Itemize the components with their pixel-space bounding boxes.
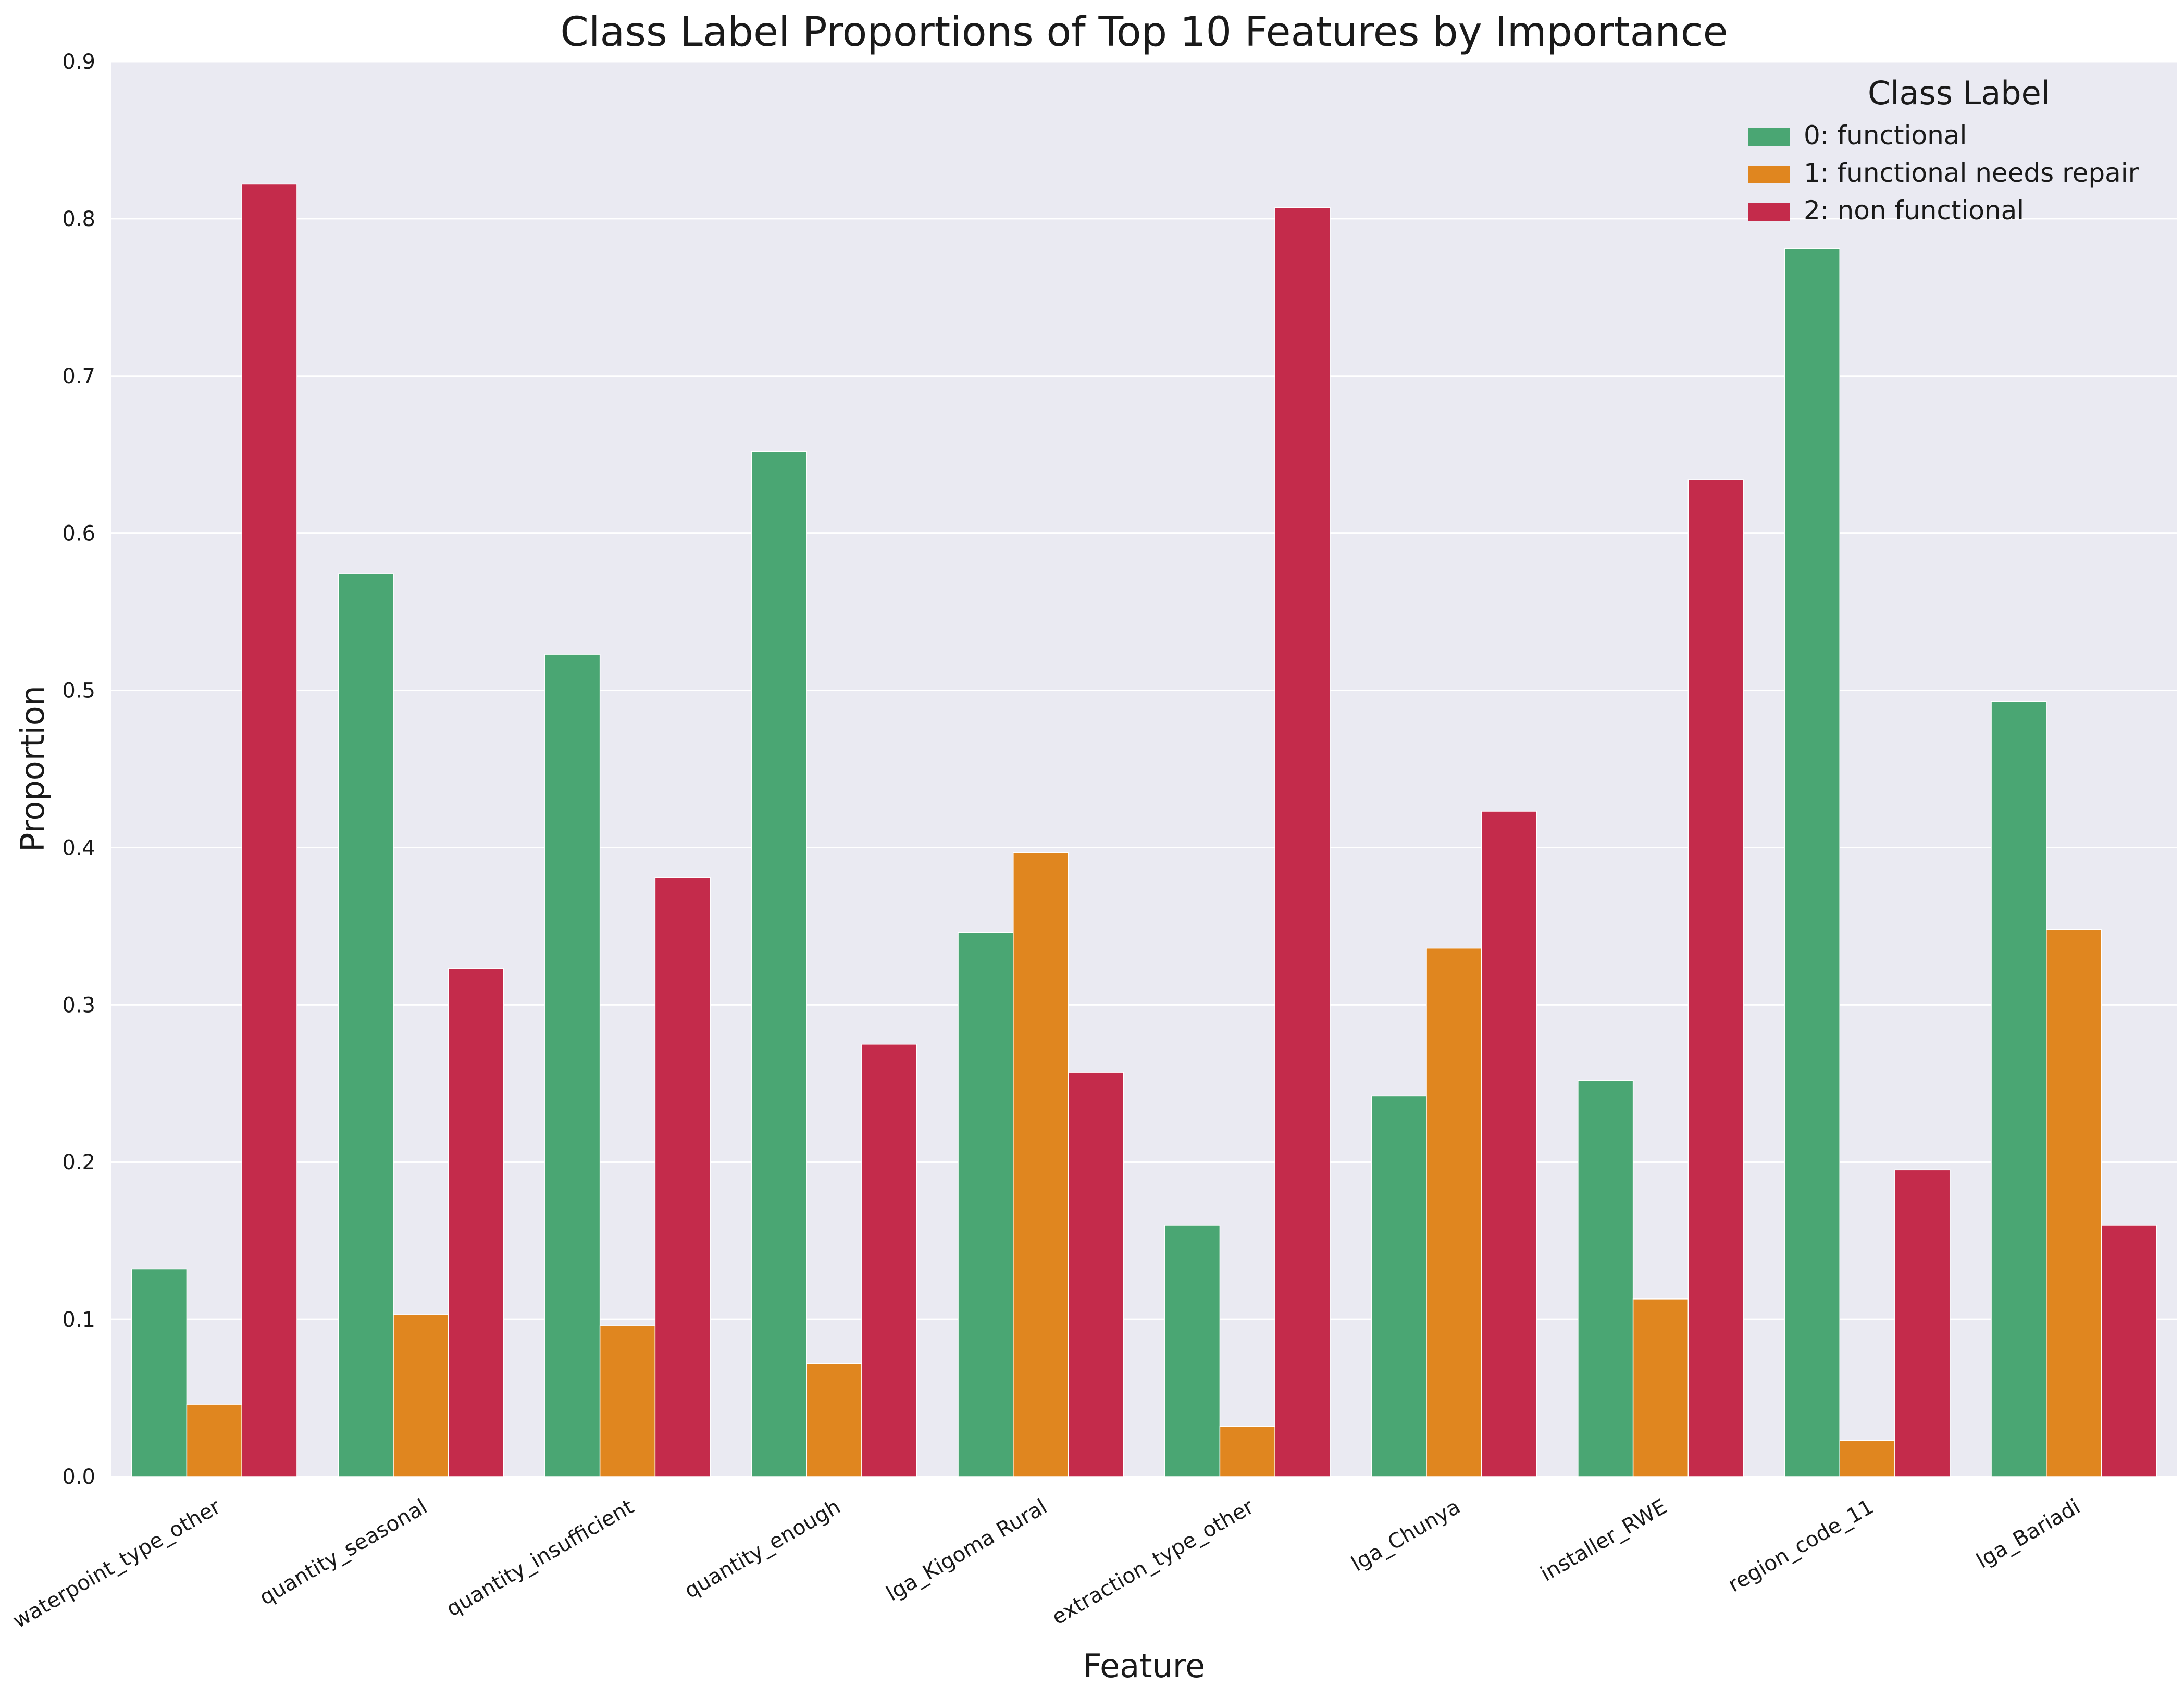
bar	[1894, 1169, 1951, 1477]
legend-swatch	[1748, 166, 1790, 183]
bar	[1013, 852, 1069, 1477]
bar	[654, 877, 711, 1477]
bar	[1219, 1426, 1275, 1477]
bar	[131, 1268, 188, 1477]
y-tick-label: 0.1	[62, 1308, 95, 1332]
bar	[599, 1325, 656, 1477]
x-axis-label: Feature	[1083, 1647, 1205, 1685]
bar	[241, 183, 297, 1477]
bar	[1991, 701, 2047, 1477]
legend-title: Class Label	[1868, 74, 2050, 112]
y-tick-label: 0.4	[62, 836, 95, 860]
y-tick-label: 0.6	[62, 522, 95, 546]
x-tick-label: installer_RWE	[1536, 1495, 1671, 1586]
bar	[1632, 1298, 1689, 1477]
bar	[1481, 811, 1537, 1477]
y-tick-label: 0.5	[62, 679, 95, 703]
x-tick-label: lga_Chunya	[1347, 1495, 1465, 1576]
bar	[958, 932, 1014, 1477]
x-tick-label: quantity_insufficient	[442, 1495, 638, 1621]
bar	[338, 573, 394, 1477]
legend-label: 0: functional	[1804, 120, 1967, 151]
y-tick-label: 0.7	[62, 365, 95, 389]
bar	[1068, 1072, 1124, 1477]
bar	[1164, 1225, 1221, 1477]
legend-label: 1: functional needs repair	[1804, 158, 2139, 188]
bars	[131, 183, 2157, 1477]
bar	[448, 968, 504, 1477]
bar	[1371, 1095, 1427, 1477]
legend-swatch	[1748, 128, 1790, 146]
bar	[1274, 207, 1331, 1477]
legend-label: 2: non functional	[1804, 195, 2024, 226]
bar	[186, 1404, 242, 1477]
chart-title: Class Label Proportions of Top 10 Featur…	[560, 9, 1728, 56]
bar	[1839, 1440, 1895, 1477]
bar	[1578, 1080, 1634, 1477]
legend-swatch	[1748, 203, 1790, 221]
y-tick-labels: 0.0 0.1 0.2 0.3 0.4 0.5 0.6 0.7 0.8 0.9	[62, 50, 95, 1489]
bar	[806, 1363, 862, 1477]
x-tick-label: extraction_type_other	[1048, 1495, 1258, 1630]
bar	[2101, 1225, 2157, 1477]
y-tick-label: 0.0	[62, 1465, 95, 1489]
legend: Class Label 0: functional 1: functional n…	[1748, 74, 2139, 226]
x-tick-label: quantity_enough	[680, 1495, 845, 1603]
bar	[1426, 947, 1482, 1477]
y-tick-label: 0.2	[62, 1151, 95, 1175]
x-tick-labels: waterpoint_type_other quantity_seasonal qu…	[9, 1495, 2084, 1633]
x-tick-label: lga_Bariadi	[1972, 1495, 2084, 1573]
x-tick-label: lga_Kigoma Rural	[882, 1495, 1051, 1606]
x-tick-label: quantity_seasonal	[256, 1495, 431, 1610]
y-tick-label: 0.8	[62, 207, 95, 231]
bar	[544, 654, 601, 1477]
bar	[1784, 248, 1840, 1477]
bar	[1687, 479, 1744, 1477]
plot-background	[111, 61, 2177, 1477]
bar	[393, 1314, 449, 1477]
y-axis-label: Proportion	[14, 685, 52, 852]
bar	[751, 451, 807, 1477]
x-tick-label: region_code_11	[1724, 1495, 1878, 1597]
y-tick-label: 0.3	[62, 993, 95, 1017]
bar	[2046, 929, 2102, 1477]
x-tick-label: waterpoint_type_other	[9, 1495, 225, 1633]
bar	[861, 1044, 917, 1477]
y-tick-label: 0.9	[62, 50, 95, 74]
